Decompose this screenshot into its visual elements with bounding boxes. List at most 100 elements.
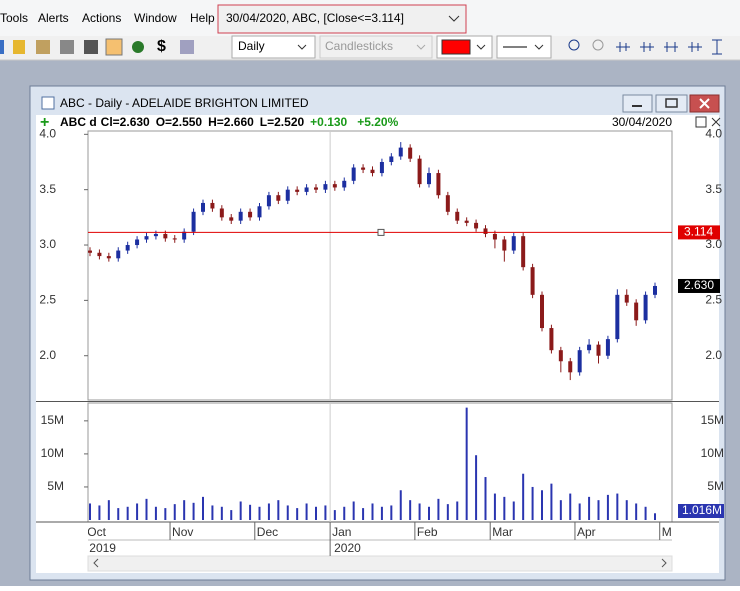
- icon[interactable]: [60, 40, 74, 54]
- menu-item[interactable]: Actions: [82, 11, 121, 25]
- candle-body: [464, 220, 469, 223]
- scroll-right[interactable]: [661, 558, 667, 568]
- candle-body: [427, 173, 431, 185]
- icon[interactable]: [84, 40, 98, 54]
- x-tick-label: Oct: [87, 525, 106, 539]
- maximize-button[interactable]: [655, 94, 688, 113]
- icon[interactable]: [664, 42, 678, 52]
- candle-body: [276, 195, 281, 201]
- scrollbar[interactable]: [87, 555, 673, 572]
- volume-bar: [211, 505, 214, 520]
- candle-body: [389, 156, 394, 162]
- y-tick-label-right: 2.0: [705, 348, 722, 362]
- volume-bar: [277, 500, 280, 520]
- candle-body: [379, 161, 384, 174]
- volume-bar: [456, 501, 459, 520]
- volume-bar: [145, 498, 148, 520]
- info-field: ABC d: [60, 115, 97, 129]
- add-icon[interactable]: +: [40, 114, 49, 131]
- style-select[interactable]: [319, 35, 433, 59]
- candle-body: [558, 350, 563, 362]
- candle-body: [191, 211, 196, 232]
- toolbar-icons-right: [568, 39, 722, 55]
- candle-body: [351, 167, 356, 181]
- info-field: +0.130: [310, 115, 347, 129]
- candle-body: [323, 184, 328, 190]
- candle-body: [314, 187, 318, 190]
- scroll-left[interactable]: [93, 558, 99, 568]
- period-select[interactable]: [231, 35, 316, 59]
- volume-bar: [183, 500, 186, 520]
- x-tick-label: Apr: [577, 525, 596, 539]
- candle-body: [257, 206, 262, 218]
- symbol-selector-text: 30/04/2020, ABC, [Close<=3.114]: [226, 11, 404, 25]
- y-tick-label: 3.0: [39, 237, 56, 251]
- menu-item[interactable]: Tools: [0, 11, 28, 25]
- volume-bar: [352, 501, 355, 520]
- candle-body: [530, 267, 535, 295]
- candle-body: [445, 195, 450, 212]
- icon[interactable]: [688, 42, 702, 52]
- candle-body: [634, 302, 639, 321]
- maximize-glyph: [665, 98, 678, 108]
- icon[interactable]: [0, 40, 4, 54]
- volume-bar: [98, 505, 101, 520]
- icon[interactable]: [592, 39, 604, 51]
- icon[interactable]: [132, 41, 144, 53]
- y-tick-label-right: 3.5: [705, 182, 722, 196]
- candle-body: [342, 180, 347, 188]
- volume-bar: [559, 500, 562, 520]
- icon[interactable]: [616, 42, 630, 52]
- candle-body: [229, 217, 234, 221]
- close-glyph: [699, 98, 710, 109]
- y-tick-label-right: 10M: [701, 446, 724, 460]
- volume-bar: [503, 496, 506, 520]
- candle-body: [605, 339, 610, 356]
- icon[interactable]: [180, 40, 194, 54]
- candle-body: [248, 211, 253, 218]
- volume-bar: [343, 506, 346, 520]
- candle-body: [492, 233, 497, 240]
- y-tick-label: 5M: [47, 479, 64, 493]
- candle-body: [568, 361, 573, 373]
- menu-item[interactable]: Window: [134, 11, 177, 25]
- dropdown-arrow: [476, 44, 486, 50]
- candle-body: [219, 208, 224, 218]
- volume-bar: [597, 500, 600, 520]
- volume-bar: [315, 506, 317, 520]
- menu-item[interactable]: Alerts: [38, 11, 69, 25]
- volume-bar: [164, 508, 167, 520]
- icon[interactable]: [712, 39, 722, 55]
- icon[interactable]: [105, 38, 123, 56]
- volume-bar: [333, 510, 336, 520]
- volume-bar: [606, 494, 609, 520]
- candle-body: [615, 294, 620, 340]
- candle-body: [653, 285, 657, 295]
- hline-label-box: [678, 225, 720, 240]
- minimize-button[interactable]: [622, 94, 653, 113]
- y-tick-label-right: 15M: [701, 413, 724, 427]
- volume-bar: [371, 503, 374, 520]
- icon[interactable]: [568, 39, 580, 51]
- y-tick-label: 2.5: [39, 293, 56, 307]
- candle-body: [153, 233, 158, 237]
- icon[interactable]: [13, 40, 25, 54]
- panel-maximize[interactable]: [695, 116, 707, 128]
- y-tick-label: 15M: [41, 413, 64, 427]
- last-price-label: 2.630: [684, 278, 714, 292]
- volume-bar: [267, 503, 270, 520]
- icon[interactable]: [640, 42, 654, 52]
- line-handle[interactable]: [377, 228, 385, 236]
- menu-item[interactable]: Help: [190, 11, 215, 25]
- icon[interactable]: $: [157, 38, 166, 55]
- panel-close[interactable]: [711, 117, 721, 127]
- candle-body: [182, 231, 187, 240]
- candle-body: [295, 189, 300, 192]
- symbol-selector[interactable]: [217, 4, 467, 34]
- icon[interactable]: [36, 40, 50, 54]
- time-axis: Oct Nov Dec Jan Feb Mar Apr Ma 2019 2020: [87, 522, 672, 556]
- volume-bar: [107, 500, 110, 520]
- y-tick-label: 10M: [41, 446, 64, 460]
- volume-bar: [475, 455, 478, 520]
- volume-bar: [616, 493, 619, 520]
